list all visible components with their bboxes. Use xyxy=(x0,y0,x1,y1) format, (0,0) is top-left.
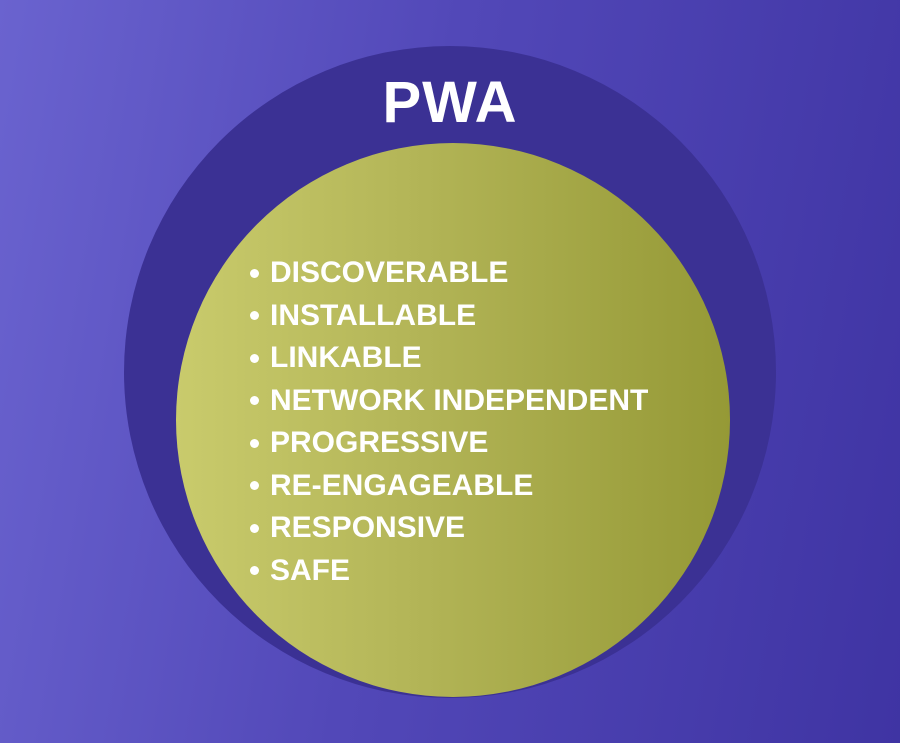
bullet-icon xyxy=(250,268,259,278)
diagram-title: PWA xyxy=(382,70,518,135)
feature-label: DISCOVERABLE xyxy=(270,256,509,290)
feature-item: SAFE xyxy=(250,550,648,593)
bullet-icon xyxy=(250,481,259,491)
feature-label: NETWORK INDEPENDENT xyxy=(270,383,649,417)
feature-label: RE-ENGAGEABLE xyxy=(270,468,534,502)
feature-item: RE-ENGAGEABLE xyxy=(250,465,648,508)
bullet-icon xyxy=(250,438,259,448)
inner-circle-features xyxy=(176,143,730,697)
bullet-icon xyxy=(250,523,259,533)
feature-label: SAFE xyxy=(270,553,351,587)
feature-item: DISCOVERABLE xyxy=(250,252,648,295)
feature-list: DISCOVERABLE INSTALLABLE LINKABLE NETWOR… xyxy=(250,252,648,592)
feature-label: LINKABLE xyxy=(270,341,422,375)
feature-item: RESPONSIVE xyxy=(250,507,648,550)
bullet-icon xyxy=(250,311,259,321)
bullet-icon xyxy=(250,566,259,576)
feature-item: PROGRESSIVE xyxy=(250,422,648,465)
feature-item: LINKABLE xyxy=(250,337,648,380)
bullet-icon xyxy=(250,396,259,406)
bullet-icon xyxy=(250,353,259,363)
feature-label: INSTALLABLE xyxy=(270,298,477,332)
feature-label: PROGRESSIVE xyxy=(270,426,489,460)
feature-item: NETWORK INDEPENDENT xyxy=(250,380,648,423)
feature-item: INSTALLABLE xyxy=(250,295,648,338)
feature-label: RESPONSIVE xyxy=(270,511,466,545)
